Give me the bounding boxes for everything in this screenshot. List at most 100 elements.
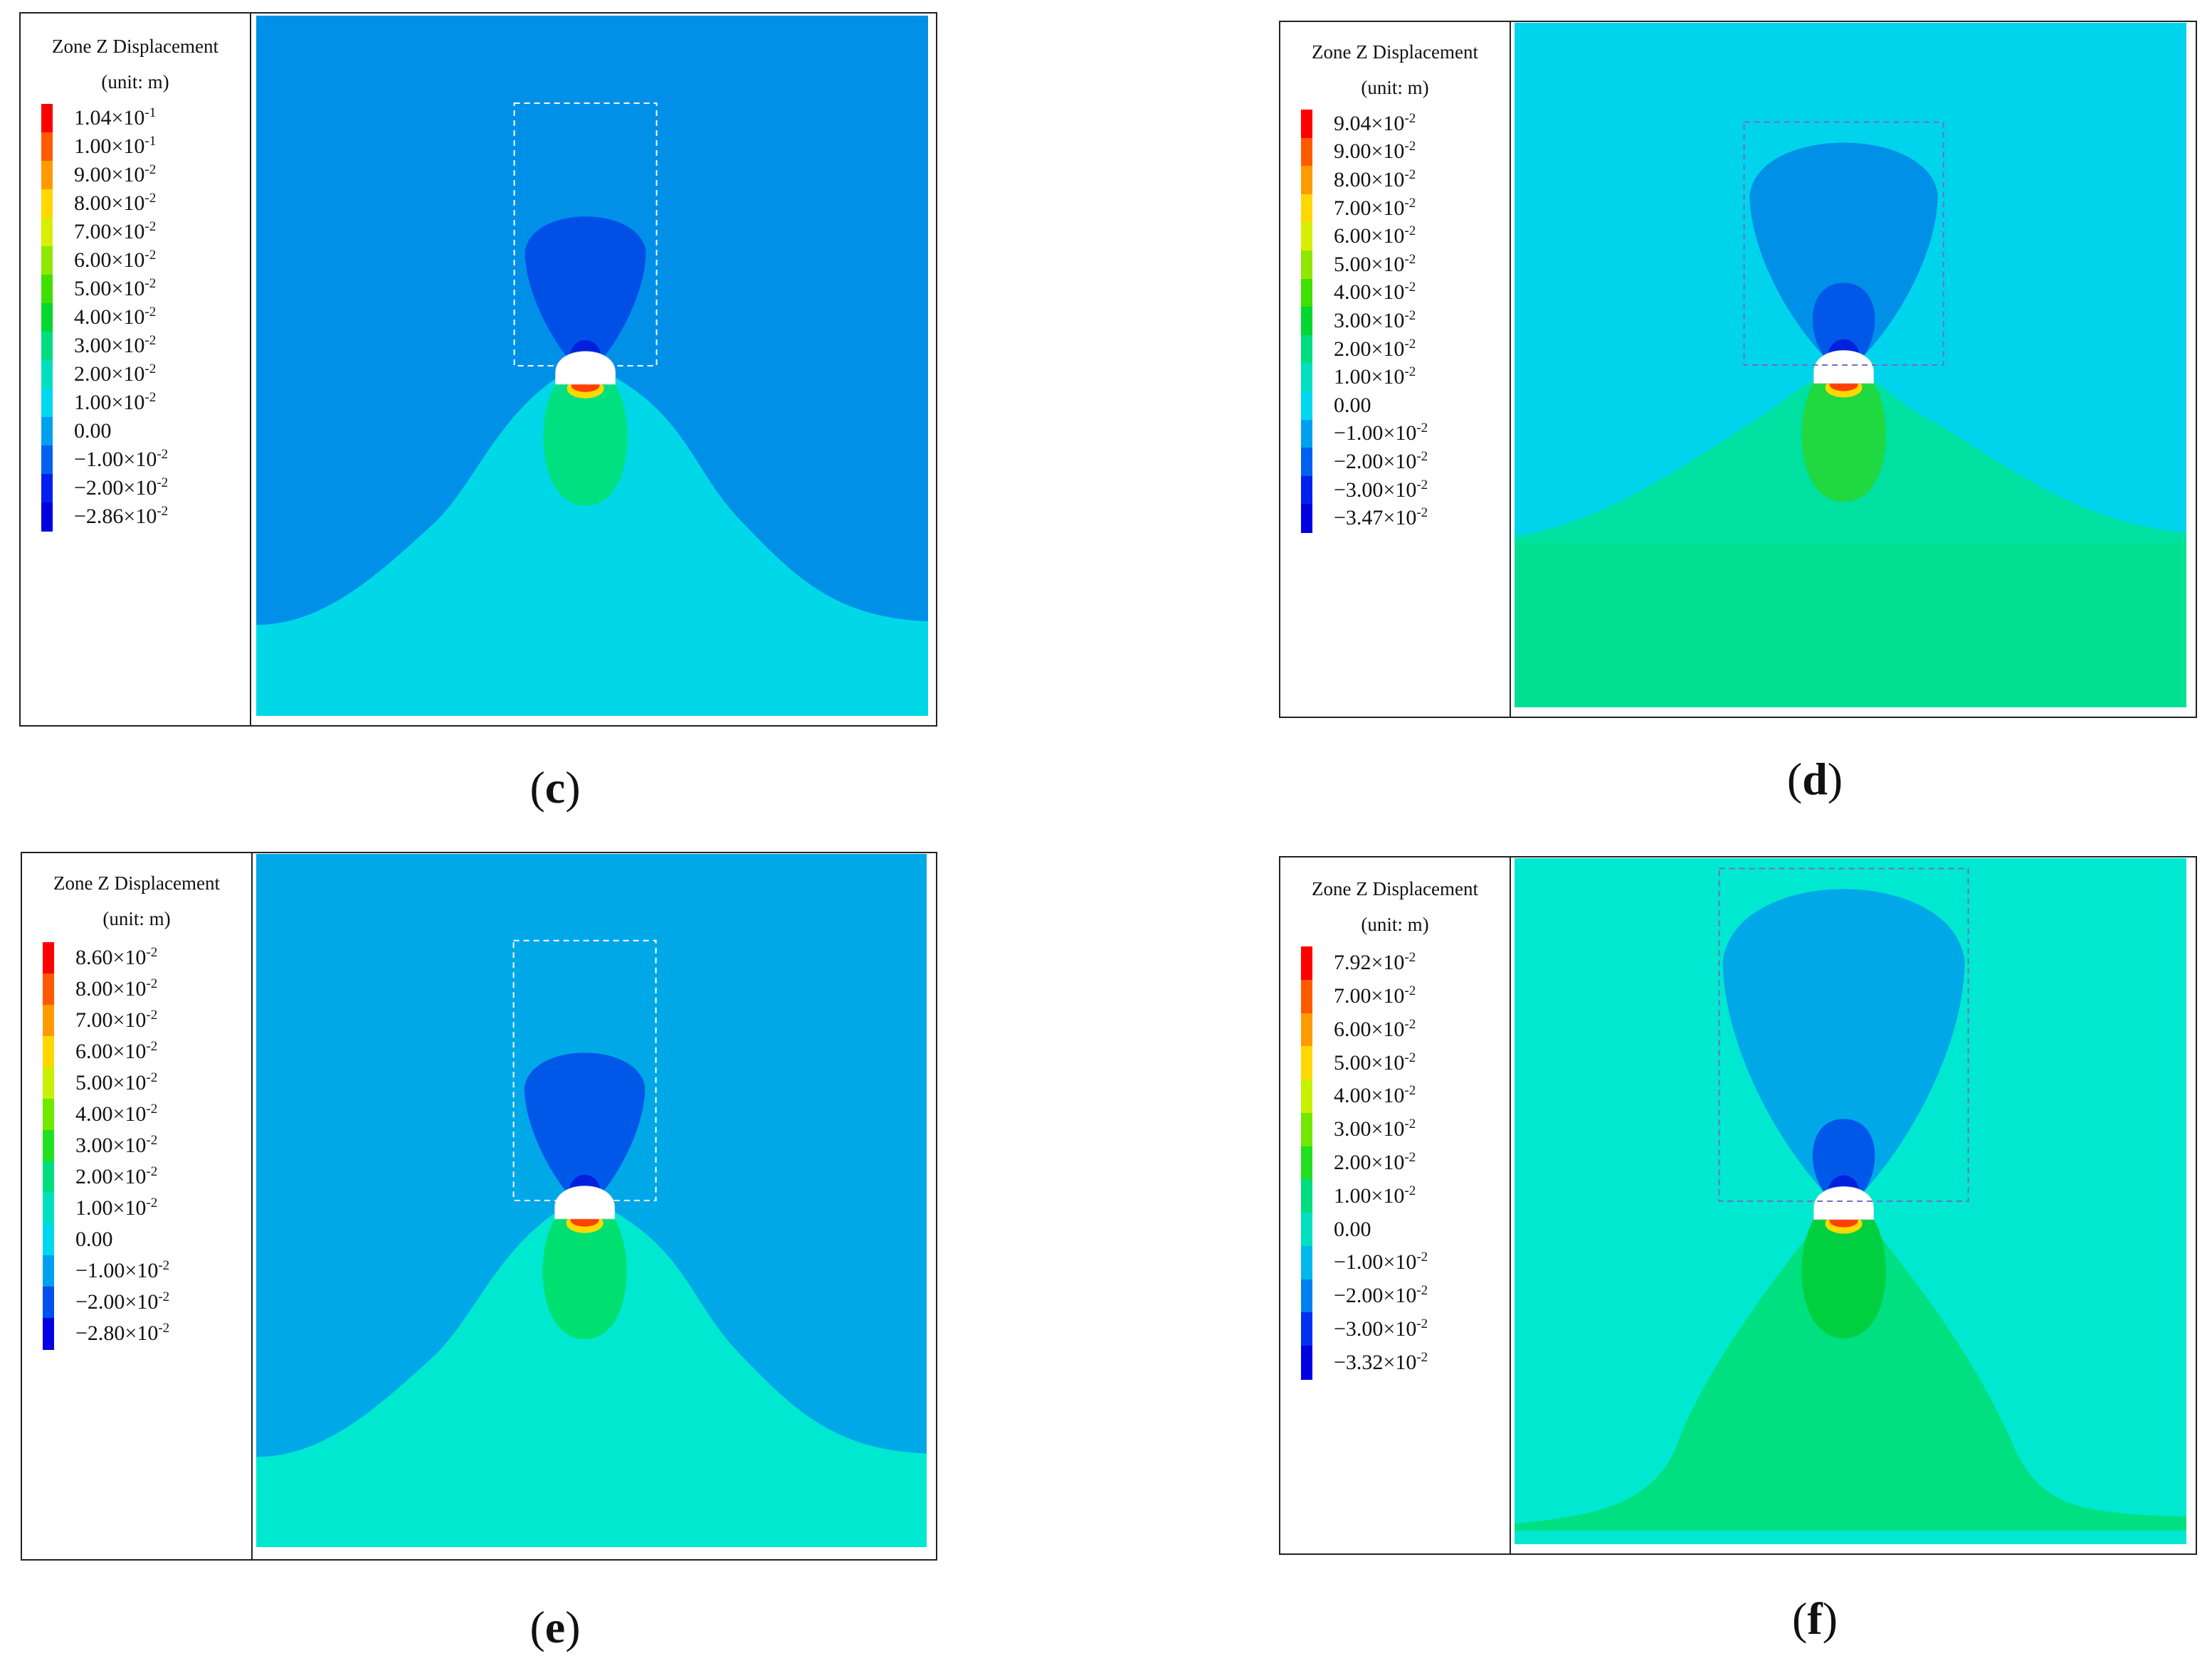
- legend-label: 5.00×10-2: [75, 1070, 158, 1094]
- legend-label: 3.00×10-2: [1334, 1117, 1416, 1141]
- legend-unit: (unit: m): [101, 71, 169, 93]
- legend-colorbar: [41, 104, 53, 532]
- legend-label: 5.00×10-2: [1334, 1050, 1416, 1075]
- contour-field-e: [256, 854, 927, 1547]
- legend-swatch: [1301, 448, 1312, 477]
- legend-swatch: [1301, 278, 1312, 308]
- contour-field-d: [1515, 23, 2186, 707]
- tunnel-opening: [555, 351, 616, 385]
- monitoring-box: [513, 102, 658, 366]
- legend-swatch: [43, 1130, 54, 1162]
- legend-f: Zone Z Displacement (unit: m) 7.92×10-2 7…: [1280, 857, 1510, 1554]
- field-upper-region: [524, 1052, 646, 1203]
- legend-label: 9.04×10-2: [1334, 110, 1416, 135]
- legend-label: 6.00×10-2: [1334, 1016, 1416, 1041]
- legend-label: 1.04×10-1: [74, 105, 157, 130]
- legend-label: 7.00×10-2: [74, 219, 157, 243]
- field-lower-region: [256, 1207, 927, 1547]
- monitoring-box: [1718, 867, 1969, 1203]
- legend-label: 0.00: [1334, 1217, 1371, 1241]
- contour-plot-d: [1279, 21, 2197, 718]
- panel-d: Zone Z Displacement (unit: m) 9.04×10-2 9…: [1279, 21, 2197, 718]
- legend-label: −2.00×10-2: [1334, 449, 1428, 473]
- legend-swatch: [1301, 1346, 1312, 1380]
- legend-label: 6.00×10-2: [74, 248, 157, 272]
- legend-label: 8.00×10-2: [74, 191, 157, 215]
- legend-label: 5.00×10-2: [74, 276, 157, 300]
- legend-swatch: [1301, 110, 1312, 139]
- legend-swatch: [1301, 475, 1312, 505]
- tunnel-opening: [1813, 1186, 1875, 1220]
- caption-d: (d): [1786, 754, 1843, 804]
- legend-swatch: [41, 445, 53, 475]
- contour-field-c: [256, 16, 928, 716]
- legend-swatch: [41, 303, 53, 332]
- field-upper-region: [1722, 889, 1965, 1204]
- legend-swatch: [43, 1005, 54, 1037]
- legend-swatch: [43, 1036, 54, 1068]
- contour-field-f: [1515, 858, 2186, 1544]
- legend-unit: (unit: m): [1361, 914, 1429, 935]
- tunnel-opening: [1813, 350, 1875, 384]
- field-core-region: [543, 378, 628, 506]
- legend-c: Zone Z Displacement (unit: m) 1.04×10-1 1…: [20, 13, 251, 726]
- legend-swatch: [41, 104, 53, 133]
- legend-e: Zone Z Displacement (unit: m) 8.60×10-2 8…: [21, 853, 252, 1560]
- legend-label: 1.00×10-2: [1334, 364, 1416, 389]
- legend-swatch: [1301, 391, 1312, 421]
- legend-unit: (unit: m): [1361, 77, 1429, 98]
- legend-label: 0.00: [75, 1228, 113, 1251]
- legend-label: −3.00×10-2: [1334, 477, 1428, 502]
- legend-swatch: [1301, 166, 1312, 195]
- legend-label: −2.86×10-2: [74, 504, 169, 528]
- legend-label: −2.00×10-2: [75, 1289, 170, 1314]
- legend-label: 2.00×10-2: [74, 361, 157, 386]
- legend-label: −3.47×10-2: [1334, 505, 1428, 530]
- legend-colorbar: [1301, 946, 1312, 1380]
- legend-swatch: [1301, 979, 1312, 1014]
- legend-label: 4.00×10-2: [74, 305, 157, 329]
- legend-swatch: [1301, 137, 1312, 167]
- legend-label: 8.60×10-2: [75, 945, 158, 969]
- legend-label: 0.00: [1334, 393, 1371, 417]
- legend-swatch: [43, 942, 54, 974]
- legend-label: 3.00×10-2: [74, 333, 157, 357]
- legend-swatch: [41, 246, 53, 275]
- legend-swatch: [1301, 1080, 1312, 1114]
- monitoring-box: [512, 939, 657, 1201]
- legend-swatch: [1301, 1179, 1312, 1214]
- tunnel-opening: [554, 1186, 616, 1220]
- legend-label: 1.00×10-2: [75, 1196, 158, 1220]
- field-inner-region: [1812, 283, 1875, 369]
- legend-label: −2.80×10-2: [75, 1321, 170, 1345]
- legend-swatch: [1301, 1213, 1312, 1247]
- field-lower-region: [1515, 1208, 2186, 1531]
- legend-swatch: [1301, 1279, 1312, 1314]
- field-inner-region: [1812, 1119, 1875, 1205]
- legend-swatch: [1301, 250, 1312, 280]
- legend-label: 9.00×10-2: [74, 162, 157, 186]
- caption-f: (f): [1792, 1593, 1838, 1644]
- legend-label: 7.92×10-2: [1334, 950, 1416, 975]
- legend-label: 2.00×10-2: [75, 1164, 158, 1188]
- legend-swatch: [41, 332, 53, 361]
- field-core-region: [542, 1213, 627, 1339]
- legend-label: 6.00×10-2: [1334, 223, 1416, 248]
- legend-swatch: [41, 218, 53, 247]
- legend-label: 8.00×10-2: [1334, 167, 1416, 191]
- legend-label: 7.00×10-2: [1334, 983, 1416, 1008]
- legend-swatch: [41, 389, 53, 418]
- legend-swatch: [43, 1318, 54, 1350]
- legend-swatch: [43, 1193, 54, 1225]
- legend-swatch: [1301, 1146, 1312, 1181]
- legend-swatch: [43, 1255, 54, 1287]
- legend-label: 5.00×10-2: [1334, 251, 1416, 276]
- panel-c: Zone Z Displacement (unit: m) 1.04×10-1 1…: [19, 12, 937, 727]
- legend-colorbar: [1301, 110, 1312, 533]
- legend-swatch: [41, 360, 53, 389]
- legend-label: 4.00×10-2: [1334, 1083, 1416, 1108]
- legend-swatch: [1301, 1245, 1312, 1280]
- legend-label: 7.00×10-2: [1334, 195, 1416, 220]
- field-upper-region: [525, 216, 646, 369]
- legend-swatch: [1301, 194, 1312, 223]
